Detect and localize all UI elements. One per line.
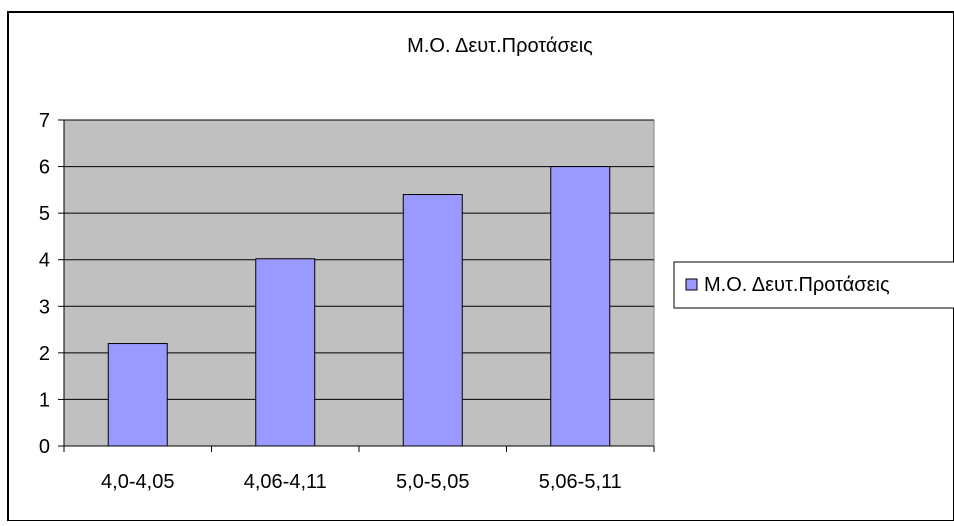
legend-box bbox=[673, 261, 954, 309]
y-tick-label: 6 bbox=[39, 157, 50, 179]
y-tick-label: 7 bbox=[39, 110, 50, 132]
y-tick-label: 2 bbox=[39, 343, 50, 365]
bar bbox=[107, 343, 168, 447]
x-tick-label: 4,0-4,05 bbox=[101, 471, 174, 493]
legend: Μ.Ο. Δευτ.Προτάσεις bbox=[673, 261, 954, 309]
x-tick-label: 5,06-5,11 bbox=[539, 471, 622, 493]
bar bbox=[402, 194, 463, 447]
y-tick-label: 3 bbox=[39, 296, 50, 318]
chart-title: Μ.Ο. Δευτ.Προτάσεις bbox=[407, 35, 593, 57]
y-tick-label: 4 bbox=[39, 250, 50, 272]
x-axis: 4,0-4,05 4,06-4,11 5,0-5,05 5,06-5,11 bbox=[63, 445, 655, 493]
y-tick-label: 5 bbox=[39, 203, 50, 225]
y-tick-label: 1 bbox=[39, 389, 50, 411]
legend-swatch bbox=[685, 278, 698, 291]
legend-label: Μ.Ο. Δευτ.Προτάσεις bbox=[704, 274, 890, 296]
bar bbox=[255, 258, 316, 447]
y-axis: 0 1 2 3 4 5 6 7 bbox=[39, 110, 65, 458]
bar bbox=[550, 166, 611, 447]
bars bbox=[107, 166, 611, 447]
y-tick-label: 0 bbox=[39, 436, 50, 458]
x-tick-label: 4,06-4,11 bbox=[244, 471, 327, 493]
x-tick-label: 5,0-5,05 bbox=[396, 471, 469, 493]
